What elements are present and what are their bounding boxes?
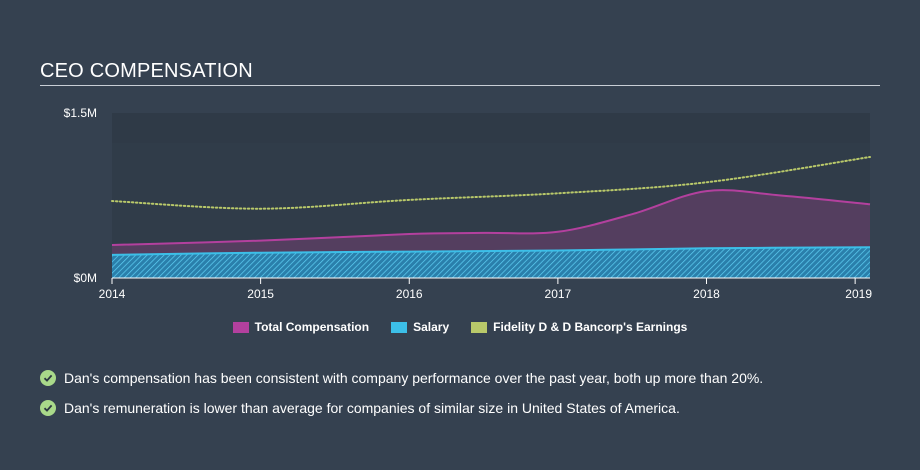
- total-compensation-line: [111, 189, 871, 246]
- x-tick-label: 2014: [99, 287, 126, 301]
- insight-item: Dan's compensation has been consistent w…: [40, 368, 763, 388]
- check-icon: [40, 370, 56, 386]
- salary-line: [111, 246, 871, 256]
- salary-area: [112, 247, 870, 278]
- x-tick-label: 2016: [396, 287, 423, 301]
- insight-list: Dan's compensation has been consistent w…: [40, 368, 763, 428]
- x-tick-label: 2018: [693, 287, 720, 301]
- chart-title: CEO COMPENSATION: [40, 60, 253, 82]
- title-divider: [40, 85, 880, 86]
- x-tick-label: 2015: [247, 287, 274, 301]
- insight-item: Dan's remuneration is lower than average…: [40, 398, 763, 418]
- x-tick-label: 2019: [845, 287, 872, 301]
- x-tick-label: 2017: [545, 287, 572, 301]
- legend-earnings[interactable]: Fidelity D & D Bancorp's Earnings: [471, 320, 687, 334]
- earnings-line: [111, 156, 871, 210]
- legend-salary-label: Salary: [413, 320, 450, 334]
- insight-text: Dan's compensation has been consistent w…: [64, 370, 764, 386]
- insight-text: Dan's remuneration is lower than average…: [64, 400, 680, 416]
- earnings-swatch: [471, 321, 488, 333]
- compensation-chart: 2014 2015 2016 2017 2018 2019 $0M $1.5M: [64, 106, 873, 301]
- check-icon: [40, 400, 56, 416]
- y-tick-label: $1.5M: [64, 106, 97, 120]
- chart-legend: Total Compensation Salary Fidelity D & D…: [0, 320, 920, 334]
- salary-swatch: [391, 321, 408, 333]
- legend-salary[interactable]: Salary: [391, 320, 449, 334]
- total-compensation-swatch: [232, 321, 249, 333]
- legend-total-compensation[interactable]: Total Compensation: [232, 320, 370, 334]
- y-tick-label: $0M: [74, 271, 97, 285]
- plot-band-upper: [112, 113, 870, 143]
- legend-earnings-label: Fidelity D & D Bancorp's Earnings: [493, 320, 688, 334]
- legend-total-compensation-label: Total Compensation: [254, 320, 370, 334]
